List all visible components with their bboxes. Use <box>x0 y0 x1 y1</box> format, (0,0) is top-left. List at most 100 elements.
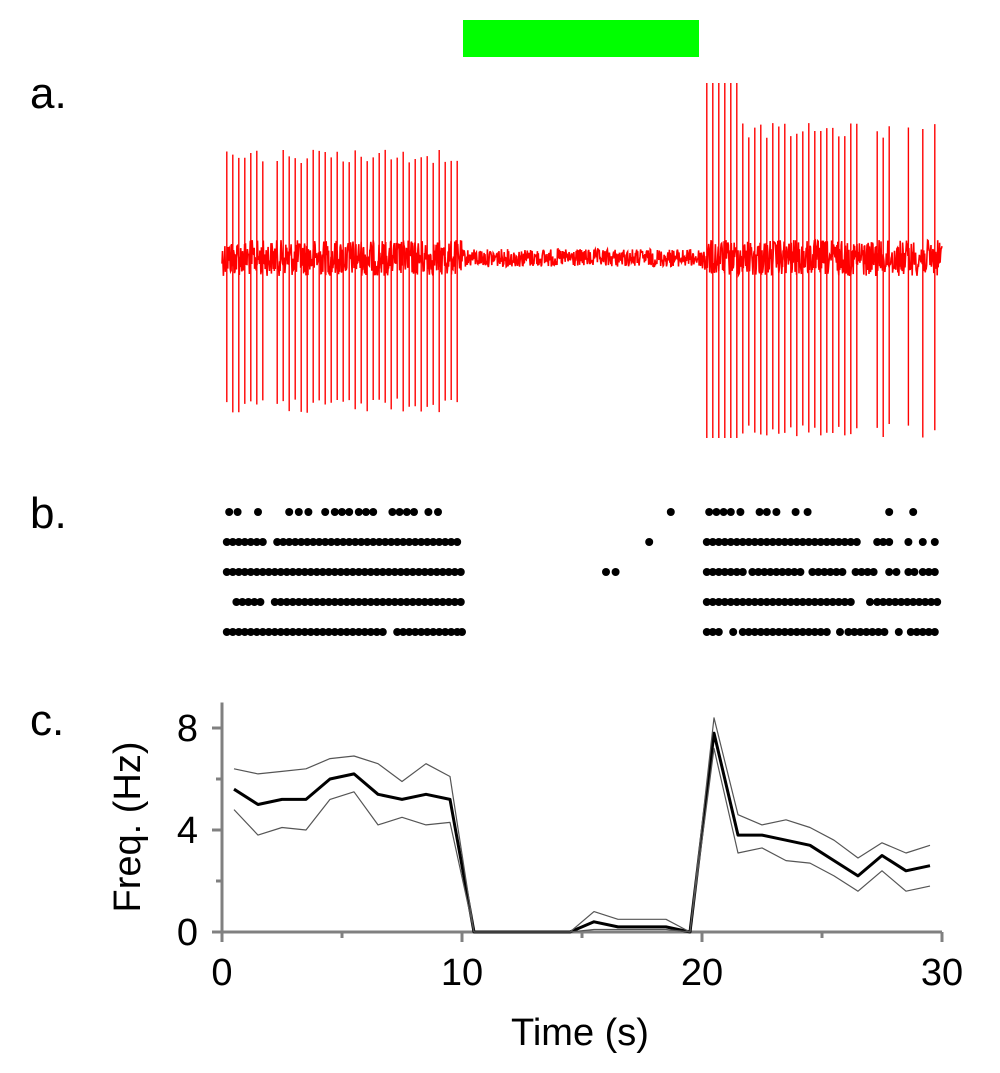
raster-spike <box>714 538 723 546</box>
raster-spike <box>423 628 432 636</box>
raster-spike <box>238 598 247 606</box>
x-tick-label: 10 <box>441 952 483 994</box>
raster-spike <box>780 598 789 606</box>
y-axis-title: Freq. (Hz) <box>107 742 149 913</box>
raster-spike <box>228 568 237 576</box>
raster-spike <box>366 568 375 576</box>
frequency-lines <box>233 717 931 934</box>
raster-spike <box>304 508 313 516</box>
raster-spike <box>318 598 327 606</box>
raster-spike <box>894 628 903 636</box>
raster-spike <box>258 628 267 636</box>
raster-spike <box>816 598 825 606</box>
raster-spike <box>252 538 261 546</box>
raster-spike <box>714 598 723 606</box>
raster-spike <box>294 568 303 576</box>
trace-noise <box>221 238 943 278</box>
raster-spike <box>885 598 894 606</box>
freq-series-mean <box>233 731 931 934</box>
raster-spike <box>822 598 831 606</box>
raster-spike <box>720 598 729 606</box>
voltage-trace <box>221 83 943 438</box>
raster-spike <box>732 568 741 576</box>
raster-spike <box>851 568 860 576</box>
raster-spike <box>395 508 404 516</box>
raster-spike <box>306 628 315 636</box>
raster-spike <box>856 628 865 636</box>
raster-spike <box>345 538 354 546</box>
raster-spike <box>909 598 918 606</box>
raster-spike <box>360 628 369 636</box>
raster-spike <box>244 598 253 606</box>
raster-spike <box>327 538 336 546</box>
raster-spike <box>387 538 396 546</box>
raster-spike <box>924 568 933 576</box>
raster-spike <box>312 568 321 576</box>
raster-spike <box>780 538 789 546</box>
raster-spike <box>297 538 306 546</box>
raster-spike <box>852 538 861 546</box>
raster-spike <box>744 628 753 636</box>
raster-spike <box>399 538 408 546</box>
raster-spike <box>435 538 444 546</box>
raster-spike <box>375 538 384 546</box>
raster-spike <box>750 598 759 606</box>
raster-spike <box>726 568 735 576</box>
raster-spike <box>432 568 441 576</box>
raster-spike <box>726 598 735 606</box>
raster-spike <box>791 508 800 516</box>
raster-spike <box>784 568 793 576</box>
raster-spike <box>810 598 819 606</box>
raster-spike <box>762 598 771 606</box>
raster-spike <box>930 538 939 546</box>
raster-spike <box>417 538 426 546</box>
raster-spike <box>240 538 249 546</box>
raster-spike <box>702 598 711 606</box>
frequency-tick-labels: 0 10 20 30 0 4 8 <box>177 708 963 994</box>
y-tick-label: 4 <box>177 810 198 852</box>
raster-spike <box>324 568 333 576</box>
raster-spike <box>792 598 801 606</box>
raster-spike <box>318 568 327 576</box>
raster-spike <box>840 598 849 606</box>
raster-spike <box>719 508 728 516</box>
y-tick-label: 0 <box>177 912 198 954</box>
raster-spike <box>832 568 841 576</box>
y-tick-label: 8 <box>177 708 198 750</box>
raster-spike <box>780 628 789 636</box>
raster-spike <box>330 628 339 636</box>
raster-spike <box>234 568 243 576</box>
raster-spike <box>846 538 855 546</box>
raster-spike <box>396 568 405 576</box>
raster-spike <box>840 538 849 546</box>
raster-spike <box>393 538 402 546</box>
raster-spike <box>712 508 721 516</box>
raster-spike <box>405 628 414 636</box>
raster-spike <box>918 628 927 636</box>
raster-spike <box>300 568 309 576</box>
frequency-plot: 0 10 20 30 0 4 8 Time (s) Freq. (Hz) <box>107 702 963 1054</box>
raster-spike <box>885 538 894 546</box>
raster-spike <box>738 598 747 606</box>
raster-spike <box>750 628 759 636</box>
raster-spike <box>402 598 411 606</box>
raster-spike <box>399 628 408 636</box>
raster-spike <box>732 598 741 606</box>
raster-spike <box>768 538 777 546</box>
raster-spike <box>342 568 351 576</box>
freq-series-upper <box>233 717 931 933</box>
raster-spike <box>906 628 915 636</box>
raster-spike <box>866 598 874 606</box>
raster-spike <box>803 508 812 516</box>
raster-spike <box>390 568 399 576</box>
raster-spike <box>822 628 831 636</box>
raster-spike <box>276 628 285 636</box>
raster-spike <box>874 628 883 636</box>
raster-spike <box>222 628 231 636</box>
raster-spike <box>702 568 711 576</box>
raster-spike <box>927 598 936 606</box>
raster-spike <box>256 598 265 606</box>
raster-spike <box>339 538 348 546</box>
raster-spike <box>611 568 620 576</box>
raster-spike <box>456 568 465 576</box>
